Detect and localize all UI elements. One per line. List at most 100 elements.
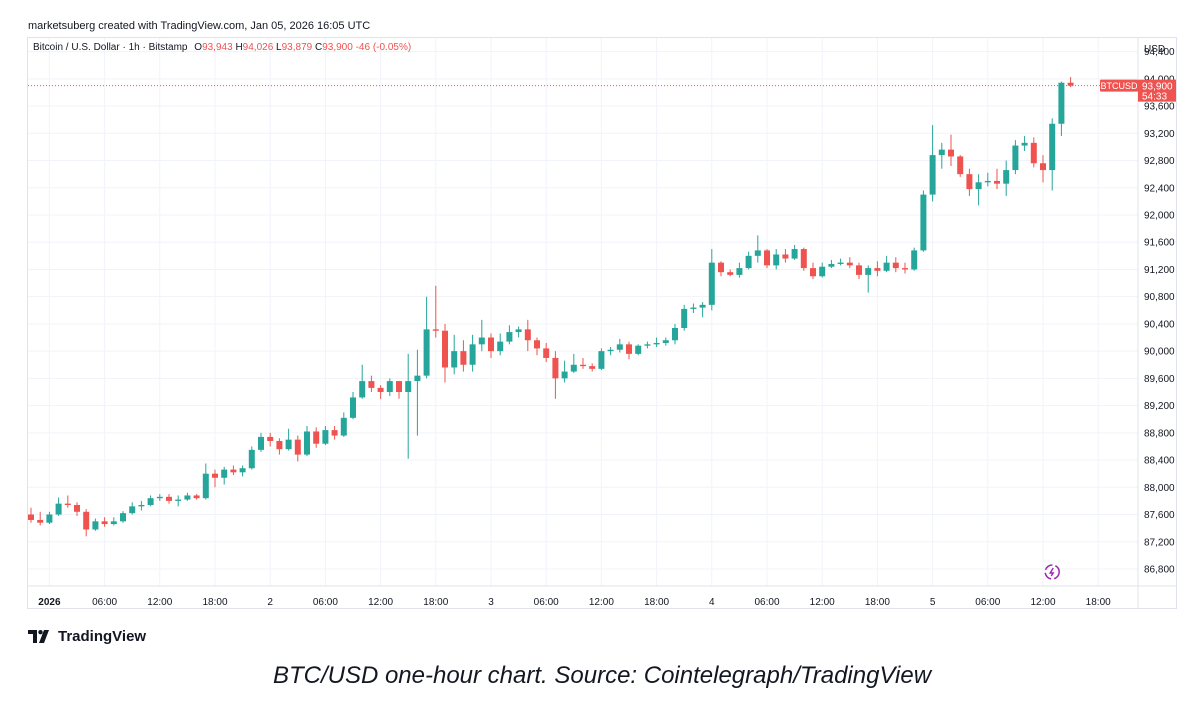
- candle: [653, 342, 660, 345]
- tradingview-logo[interactable]: TradingView: [28, 628, 146, 645]
- candle: [1067, 82, 1074, 86]
- candle: [276, 441, 283, 450]
- y-tick-label: 92,400: [1144, 183, 1175, 194]
- candle: [488, 337, 494, 352]
- candle: [984, 180, 991, 183]
- candle: [828, 264, 835, 267]
- candle: [1021, 142, 1028, 146]
- x-tick-label: 3: [488, 597, 494, 608]
- y-tick-label: 89,200: [1144, 401, 1175, 412]
- candle: [239, 468, 246, 473]
- candle: [966, 174, 973, 190]
- candle: [377, 387, 384, 392]
- symbol-legend: Bitcoin / U.S. Dollar · 1h · Bitstamp O9…: [33, 42, 411, 53]
- candle: [212, 473, 218, 478]
- chart-credit: marketsuberg created with TradingView.co…: [28, 20, 371, 32]
- x-tick-label: 18:00: [1086, 597, 1111, 608]
- y-tick-label: 91,600: [1144, 238, 1175, 249]
- candle: [589, 366, 596, 369]
- price-tag: 93,900: [1142, 82, 1173, 93]
- candle: [92, 521, 99, 530]
- candle: [304, 431, 310, 455]
- x-tick-label: 18:00: [644, 597, 669, 608]
- x-tick-label: 18:00: [202, 597, 227, 608]
- candle: [331, 430, 338, 436]
- candle: [193, 495, 200, 499]
- y-tick-label: 92,000: [1144, 210, 1175, 221]
- candle: [478, 337, 485, 345]
- candle: [221, 469, 228, 478]
- candle: [754, 250, 761, 256]
- y-tick-label: 88,000: [1144, 483, 1175, 494]
- candle: [819, 266, 826, 277]
- candle: [745, 255, 752, 269]
- y-tick-label: 90,400: [1144, 319, 1175, 330]
- candle: [184, 495, 191, 500]
- candle: [101, 521, 108, 525]
- candle: [267, 436, 274, 442]
- candle: [856, 265, 862, 275]
- candle: [1040, 163, 1046, 171]
- y-tick-label: 88,400: [1144, 456, 1175, 467]
- candle: [156, 496, 163, 499]
- y-tick-label: 87,200: [1144, 537, 1175, 548]
- candle: [708, 262, 715, 305]
- candle: [580, 364, 586, 367]
- tradingview-logo-icon: [28, 630, 49, 643]
- y-tick-label: 93,200: [1144, 129, 1175, 140]
- candle: [1058, 82, 1065, 124]
- candle: [782, 254, 789, 259]
- candle: [386, 381, 393, 392]
- candle: [497, 341, 504, 352]
- y-tick-label: 88,800: [1144, 428, 1175, 439]
- x-tick-label: 18:00: [423, 597, 448, 608]
- candle: [662, 340, 669, 343]
- legend-open: 93,943: [202, 42, 233, 53]
- x-tick-label: 06:00: [313, 597, 338, 608]
- candle: [607, 349, 614, 352]
- candle: [810, 268, 816, 277]
- x-tick-label: 06:00: [975, 597, 1000, 608]
- candle: [294, 439, 301, 455]
- legend-symbol: Bitcoin / U.S. Dollar · 1h · Bitstamp: [33, 42, 188, 53]
- x-tick-label: 2026: [38, 597, 61, 608]
- x-tick-label: 5: [930, 597, 936, 608]
- candle: [1049, 123, 1056, 171]
- candle: [110, 521, 117, 525]
- candle: [791, 249, 798, 259]
- y-tick-label: 92,800: [1144, 156, 1175, 167]
- candle: [469, 344, 476, 365]
- x-tick-label: 12:00: [368, 597, 393, 608]
- price-tag-bg: [1138, 79, 1176, 102]
- candle: [442, 330, 448, 368]
- candle: [764, 250, 770, 266]
- legend-change: -46 (-0.05%): [355, 42, 412, 53]
- candle: [340, 417, 347, 436]
- candle: [902, 268, 908, 270]
- candle: [506, 332, 513, 342]
- legend-close-label: C: [314, 42, 323, 53]
- legend-high: 94,026: [242, 42, 274, 53]
- candle: [524, 329, 531, 341]
- candle: [230, 469, 237, 473]
- candle: [598, 351, 605, 369]
- y-tick-label: 91,200: [1144, 265, 1175, 276]
- legend-open-label: O: [194, 42, 203, 53]
- candle: [258, 436, 264, 450]
- chart-panel[interactable]: 86,800 87,200 87,600 88,000 88,400 88,800 89,2…: [27, 37, 1177, 609]
- countdown-tag: 54:33: [1142, 92, 1167, 103]
- candle: [46, 514, 53, 523]
- candle: [129, 506, 136, 514]
- candle: [892, 262, 899, 269]
- candlestick-chart[interactable]: 86,800 87,200 87,600 88,000 88,400 88,800 89,2…: [28, 38, 1176, 608]
- currency-label: USD: [1144, 44, 1165, 55]
- candle: [359, 381, 366, 398]
- candle: [166, 496, 172, 501]
- candle: [773, 254, 780, 266]
- x-tick-label: 18:00: [865, 597, 890, 608]
- candle: [368, 381, 375, 388]
- candle: [120, 513, 126, 522]
- candle: [414, 375, 421, 382]
- candle: [1003, 170, 1010, 184]
- y-tick-label: 86,800: [1144, 564, 1175, 575]
